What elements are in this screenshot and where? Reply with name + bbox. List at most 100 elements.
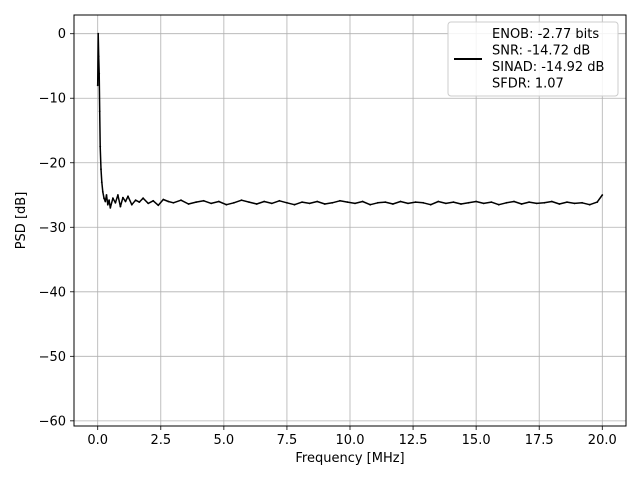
psd-point [233, 201, 235, 204]
psd-point [105, 194, 108, 196]
psd-point [98, 72, 101, 75]
psd-point [316, 200, 319, 203]
psd-point [354, 202, 356, 205]
psd-point [119, 205, 122, 208]
psd-point [108, 199, 110, 202]
psd-point [172, 201, 175, 204]
psd-point [278, 199, 281, 202]
x-axis-label: Frequency [MHz] [295, 451, 404, 466]
psd-point [124, 200, 127, 203]
psd-point [566, 201, 568, 204]
psd-point [157, 204, 160, 207]
x-tick-label: 0.0 [87, 433, 108, 448]
psd-point [467, 201, 470, 204]
psd-point [117, 194, 119, 196]
x-tick-label: 5.0 [214, 433, 235, 448]
psd-point [452, 201, 455, 204]
legend-line-enob: ENOB: -2.77 bits [492, 27, 599, 42]
x-tick-label: 2.5 [150, 433, 171, 448]
psd-point [147, 202, 150, 205]
x-tick-label: 7.5 [277, 433, 298, 448]
psd-point [369, 203, 372, 206]
psd-point [301, 201, 303, 204]
psd-point [331, 201, 334, 204]
psd-point [601, 194, 604, 196]
psd-point [100, 168, 102, 171]
psd-point [98, 110, 101, 112]
psd-point [339, 199, 341, 202]
legend-line-sinad: SINAD: -14.92 dB [492, 60, 604, 75]
legend: ENOB: -2.77 bits SNR: -14.72 dB SINAD: -… [447, 21, 619, 97]
psd-point [581, 201, 583, 204]
psd-point [520, 203, 523, 205]
psd-point [106, 203, 109, 206]
psd-point [122, 196, 124, 199]
psd-point [445, 202, 447, 205]
psd-point [270, 202, 273, 205]
psd-point [422, 201, 425, 204]
psd-point [195, 201, 198, 204]
y-tick-label: −50 [39, 350, 66, 365]
psd-point [346, 201, 349, 204]
psd-point [167, 200, 170, 203]
psd-point [308, 202, 311, 205]
psd-point [323, 203, 326, 205]
psd-point [596, 201, 599, 204]
psd-point [399, 200, 402, 203]
x-tick-label: 10.0 [336, 433, 365, 448]
psd-point [550, 200, 553, 203]
y-tick-label: −40 [39, 285, 66, 300]
psd-point [497, 203, 500, 206]
psd-point [255, 203, 258, 205]
y-tick-label: 0 [58, 27, 66, 42]
psd-point [263, 200, 266, 203]
psd-point [505, 201, 508, 204]
psd-point [142, 197, 145, 200]
psd-point [293, 203, 296, 206]
x-ticks: 0.0 2.5 5.0 7.5 10.0 12.5 15.0 17.5 20.0 [87, 426, 617, 448]
psd-point [573, 202, 576, 205]
psd-point [429, 203, 432, 206]
psd-point [361, 200, 364, 203]
y-tick-label: −20 [39, 156, 66, 171]
psd-point [376, 201, 379, 204]
psd-point [217, 200, 220, 203]
psd-point [109, 207, 112, 209]
psd-point [99, 145, 102, 148]
psd-point [101, 190, 104, 193]
psd-point [248, 201, 251, 204]
legend-box [447, 21, 619, 97]
y-tick-label: −60 [39, 414, 66, 429]
y-ticks: 0 −10 −20 −30 −40 −50 −60 [39, 27, 74, 429]
psd-point [392, 203, 394, 205]
legend-line-snr: SNR: -14.72 dB [492, 44, 590, 59]
psd-point [127, 195, 129, 198]
psd-point [240, 199, 243, 202]
x-tick-label: 15.0 [462, 433, 491, 448]
y-tick-label: −30 [39, 221, 66, 236]
psd-point [475, 200, 477, 203]
psd-point [104, 200, 107, 203]
psd-point [558, 203, 561, 205]
psd-point [100, 181, 103, 184]
psd-point [543, 201, 546, 204]
legend-line-sfdr: SFDR: 1.07 [492, 77, 564, 92]
psd-point [138, 201, 141, 204]
psd-point [460, 203, 462, 205]
psd-point [162, 198, 165, 201]
psd-point [134, 199, 137, 202]
x-tick-label: 12.5 [399, 433, 428, 448]
psd-point [286, 201, 288, 204]
psd-point [414, 201, 417, 204]
psd-point [103, 197, 105, 200]
x-tick-label: 20.0 [588, 433, 617, 448]
psd-point [482, 202, 485, 205]
y-axis-label: PSD [dB] [14, 192, 29, 250]
psd-point [490, 201, 493, 204]
x-tick-label: 17.5 [525, 433, 554, 448]
series-layer [96, 32, 604, 209]
psd-point [437, 200, 440, 203]
psd-point [407, 202, 409, 205]
psd-point [112, 197, 114, 200]
